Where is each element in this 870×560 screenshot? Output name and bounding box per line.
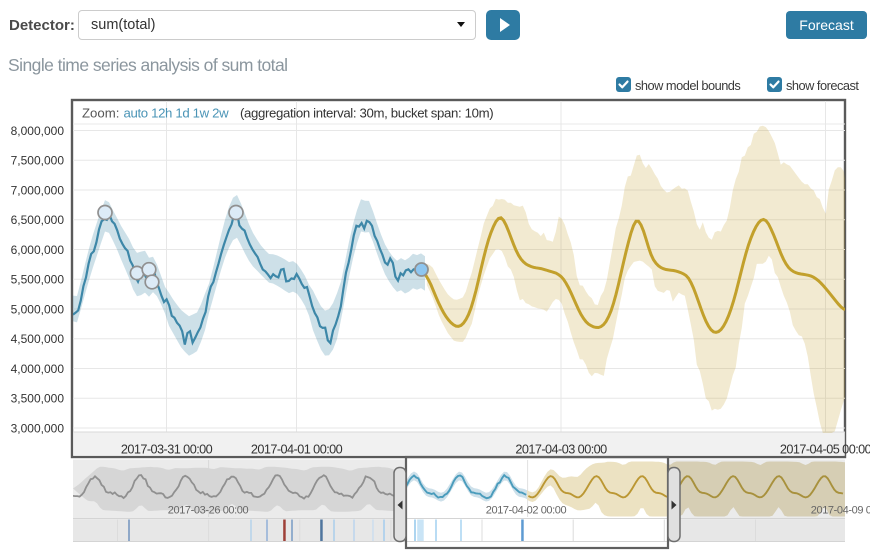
svg-text:4,000,000: 4,000,000 [11, 362, 65, 376]
svg-text:6,000,000: 6,000,000 [11, 243, 65, 257]
svg-text:5,000,000: 5,000,000 [11, 302, 65, 316]
svg-text:5,500,000: 5,500,000 [11, 273, 65, 287]
svg-text:7,000,000: 7,000,000 [11, 183, 65, 197]
svg-text:7,500,000: 7,500,000 [11, 154, 65, 168]
svg-text:2017-04-05 00:00: 2017-04-05 00:00 [780, 442, 870, 456]
svg-text:2017-04-01 00:00: 2017-04-01 00:00 [251, 442, 343, 456]
svg-text:2017-04-09 00:00: 2017-04-09 00:00 [811, 505, 870, 517]
svg-text:2017-03-31 00:00: 2017-03-31 00:00 [121, 442, 213, 456]
svg-text:3,000,000: 3,000,000 [11, 421, 65, 435]
svg-text:2017-04-02 00:00: 2017-04-02 00:00 [486, 505, 567, 517]
svg-text:6,500,000: 6,500,000 [11, 213, 65, 227]
svg-text:8,000,000: 8,000,000 [11, 124, 65, 138]
svg-text:(aggregation interval: 30m, bu: (aggregation interval: 30m, bucket span:… [240, 106, 493, 121]
svg-text:Zoom:: Zoom: [82, 106, 119, 121]
svg-text:2017-03-26 00:00: 2017-03-26 00:00 [168, 505, 249, 517]
svg-text:4,500,000: 4,500,000 [11, 332, 65, 346]
svg-text:2017-04-03 00:00: 2017-04-03 00:00 [515, 442, 607, 456]
svg-text:3,500,000: 3,500,000 [11, 392, 65, 406]
svg-text:auto 12h 1d 1w 2w: auto 12h 1d 1w 2w [124, 106, 230, 121]
